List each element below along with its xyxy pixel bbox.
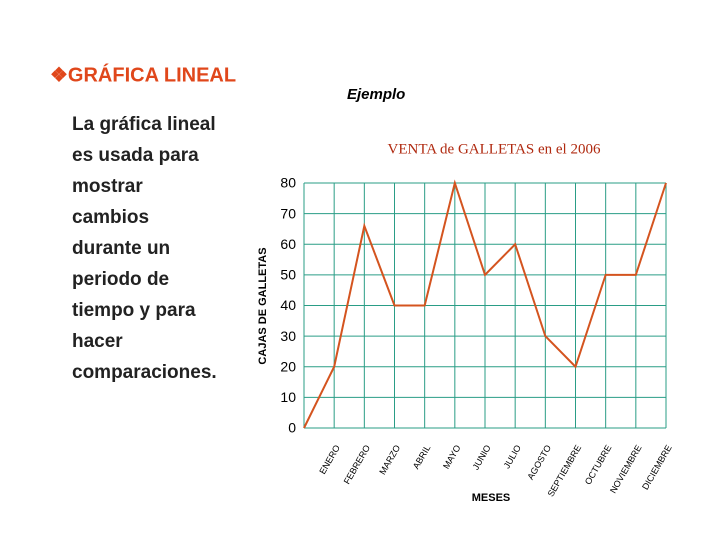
- y-tick-label: 20: [280, 358, 296, 374]
- x-tick-label: NOVIEMBRE: [608, 443, 644, 495]
- x-tick-label: MARZO: [377, 443, 402, 476]
- y-tick-label: 0: [288, 420, 296, 436]
- y-tick-label: 50: [280, 267, 296, 283]
- y-tick-label: 60: [280, 236, 296, 252]
- intro-line: cambios: [72, 207, 149, 228]
- x-tick-label: ENERO: [317, 443, 342, 476]
- x-axis-label: MESES: [472, 492, 511, 504]
- x-tick-label: ABRIL: [411, 443, 433, 471]
- intro-line: durante un: [72, 238, 170, 259]
- chart-title: VENTA de GALLETAS en el 2006: [388, 141, 601, 157]
- x-tick-label: JUNIO: [471, 443, 493, 471]
- intro-line: hacer: [72, 331, 123, 352]
- heading: ❖GRÁFICA LINEAL: [50, 63, 236, 86]
- x-tick-label: MAYO: [441, 443, 463, 470]
- intro-line: es usada para: [72, 145, 199, 166]
- y-tick-label: 30: [280, 328, 296, 344]
- intro-line: La gráfica lineal: [72, 114, 216, 135]
- example-label: Ejemplo: [347, 86, 405, 103]
- intro-line: comparaciones.: [72, 362, 217, 383]
- intro-line: periodo de: [72, 269, 169, 290]
- intro-line: mostrar: [72, 176, 143, 197]
- y-tick-label: 70: [280, 205, 296, 221]
- x-tick-label: OCTUBRE: [583, 443, 614, 486]
- x-tick-label: SEPTIEMBRE: [546, 443, 584, 498]
- x-tick-label: FEBRERO: [342, 443, 372, 486]
- x-tick-label: AGOSTO: [525, 443, 553, 481]
- y-axis-label: CAJAS DE GALLETAS: [257, 247, 269, 364]
- intro-line: tiempo y para: [72, 300, 196, 321]
- x-tick-label: JULIO: [502, 443, 523, 470]
- data-line: [303, 179, 667, 429]
- y-tick-label: 80: [280, 175, 296, 191]
- x-tick-label: DICIEMBRE: [640, 443, 674, 491]
- y-tick-label: 10: [280, 389, 296, 405]
- y-tick-label: 40: [280, 297, 296, 313]
